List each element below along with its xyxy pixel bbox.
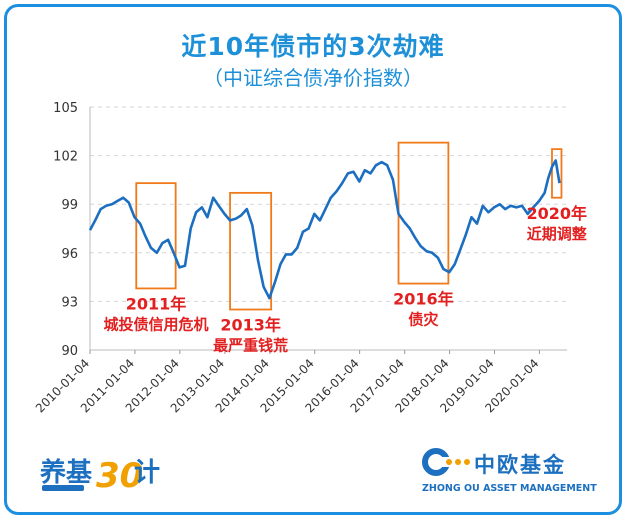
brand-name-en: ZHONG OU ASSET MANAGEMENT [422,483,597,494]
brand-name-cn: 中欧基金 [474,453,566,477]
logo-left-number: 30 [96,456,143,495]
x-axis-ticks: 2010-01-042011-01-042012-01-042013-01-04… [33,350,542,415]
annotation-label: 2020年 [526,204,587,223]
zhongou-c-icon [422,448,470,476]
yangji-logo-art: 养基 30 计 [39,456,160,496]
chart-subtitle: （中证综合债净价指数） [203,66,423,90]
logo-left-underline [42,485,84,491]
y-tick-label: 90 [61,344,78,359]
annotation-label: 2016年 [393,290,454,309]
y-tick-label: 102 [53,150,78,165]
chart-grid [90,106,567,351]
logo-left-text: 养基 [39,457,93,488]
y-tick-label: 93 [61,295,78,310]
chart-frame [4,4,622,515]
annotation-sublabel: 城投债信用危机 [103,315,208,333]
y-tick-label: 105 [53,101,78,116]
logo-left-char: 计 [134,458,160,488]
annotation-box [229,191,273,311]
yangji-logo: 养基 30 计 [38,447,163,496]
y-axis-ticks: 105 102 99 96 93 90 [53,101,78,359]
annotation-sublabel: 近期调整 [527,225,587,243]
y-tick-label: 96 [61,247,78,262]
annotation-box [135,182,177,290]
annotation-label: 2011年 [126,294,187,313]
annotation-sublabel: 债灾 [408,311,439,329]
series-line [88,159,561,300]
zhongou-logo: 中欧基金 ZHONG OU ASSET MANAGEMENT [418,447,603,497]
annotation-sublabel: 最严重钱荒 [213,337,288,355]
annotation-box [551,148,563,199]
annotation-boxes [135,141,563,311]
chart-title: 近10年债市的3次劫难 [181,32,445,61]
annotation-label: 2013年 [220,316,281,335]
y-tick-label: 99 [61,198,78,213]
